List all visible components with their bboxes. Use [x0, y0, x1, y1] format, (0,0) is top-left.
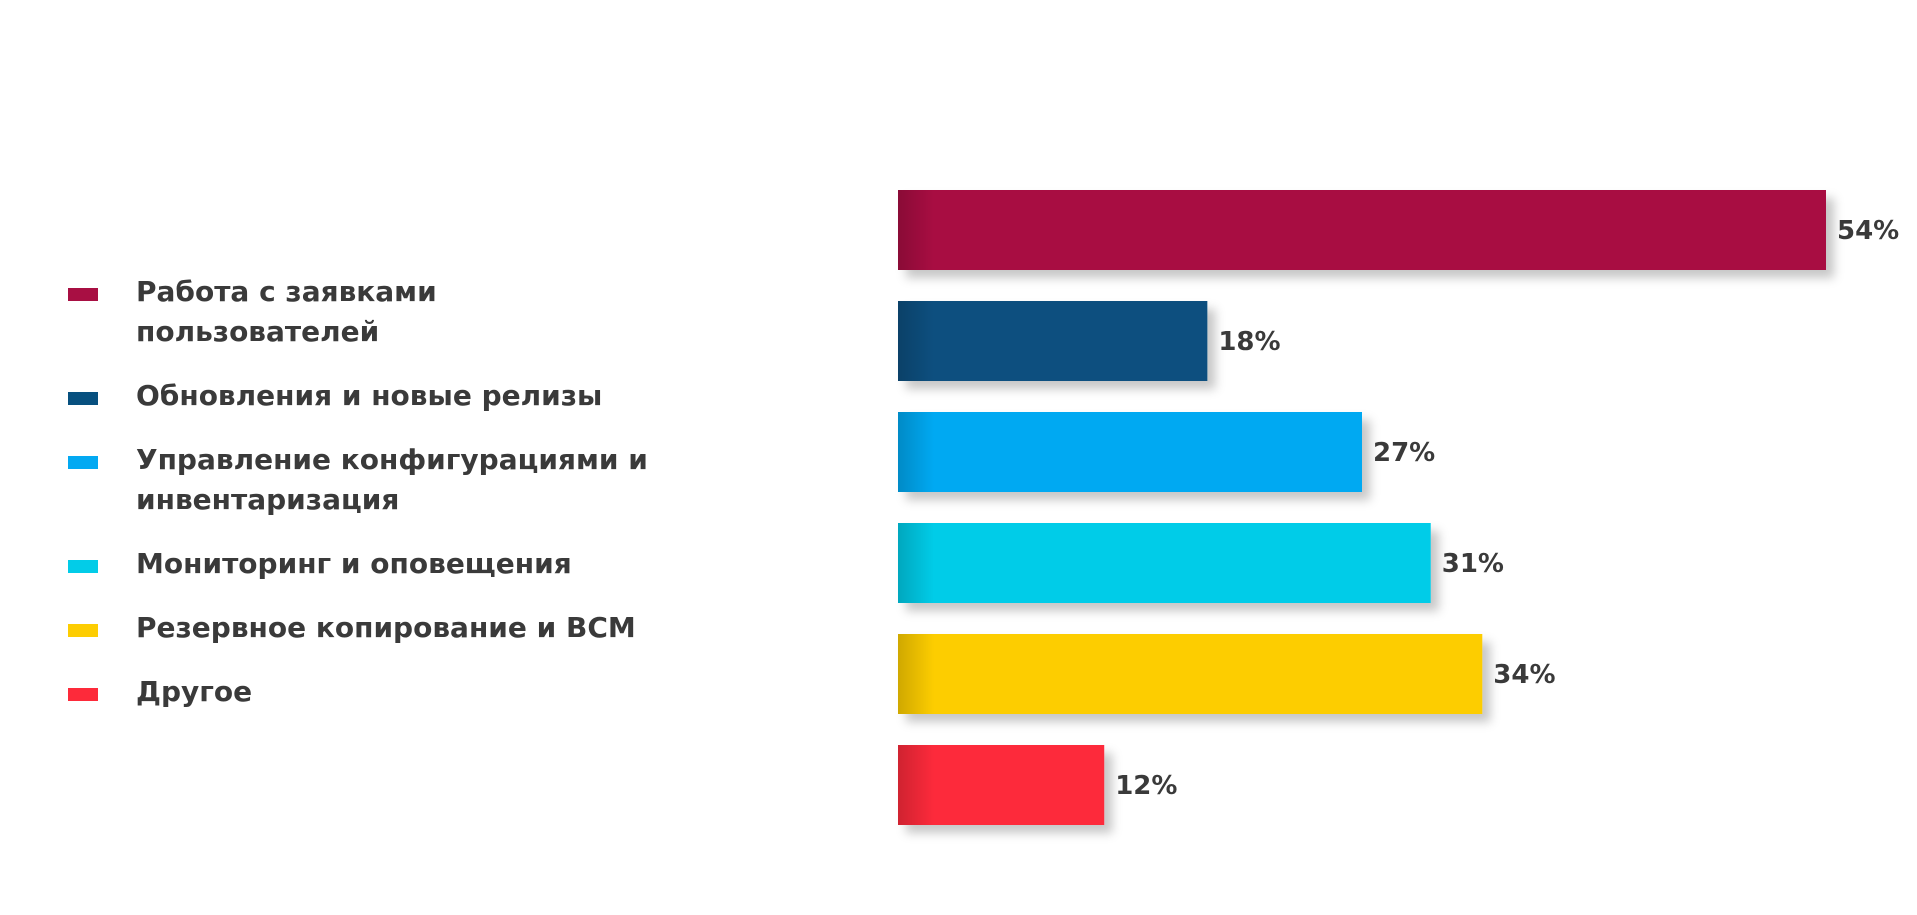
legend-label-config-management: Управление конфигурациями и инвентаризаци…	[136, 440, 648, 520]
legend: Работа с заявками пользователей Обновлен…	[68, 272, 668, 736]
bar-value-label-config-management: 27%	[1373, 438, 1435, 468]
legend-item-config-management: Управление конфигурациями и инвентаризаци…	[68, 440, 668, 520]
legend-item-user-requests: Работа с заявками пользователей	[68, 272, 668, 352]
bar-value-label-updates-releases: 18%	[1218, 327, 1280, 357]
legend-swatch-backup-bcm	[68, 624, 98, 637]
bar-shade-user-requests	[898, 190, 934, 270]
legend-item-backup-bcm: Резервное копирование и BCM	[68, 608, 668, 648]
bar-shade-monitoring	[898, 523, 934, 603]
bar-backup-bcm	[898, 634, 1483, 714]
legend-item-other: Другое	[68, 672, 668, 712]
legend-label-monitoring: Мониторинг и оповещения	[136, 547, 572, 580]
legend-swatch-user-requests	[68, 288, 98, 301]
legend-item-monitoring: Мониторинг и оповещения	[68, 544, 668, 584]
legend-item-updates-releases: Обновления и новые релизы	[68, 376, 668, 416]
bar-shade-backup-bcm	[898, 634, 934, 714]
bar-updates-releases	[898, 301, 1208, 381]
bar-shade-other	[898, 745, 934, 825]
bar-value-label-other: 12%	[1115, 771, 1177, 801]
legend-label-backup-bcm: Резервное копирование и BCM	[136, 611, 636, 644]
bar-value-label-backup-bcm: 34%	[1493, 660, 1555, 690]
bar-shade-config-management	[898, 412, 934, 492]
bars-group: 54% 18% 27% 31% 34% 12%	[898, 190, 1899, 825]
legend-swatch-config-management	[68, 456, 98, 469]
legend-swatch-monitoring	[68, 560, 98, 573]
legend-label-user-requests: Работа с заявками пользователей	[136, 275, 437, 348]
legend-swatch-updates-releases	[68, 392, 98, 405]
bar-shade-updates-releases	[898, 301, 934, 381]
bar-config-management	[898, 412, 1362, 492]
bar-user-requests	[898, 190, 1826, 270]
legend-label-config-management-line2: инвентаризация	[136, 483, 400, 516]
bar-value-label-user-requests: 54%	[1837, 216, 1899, 246]
legend-label-other: Другое	[136, 675, 253, 708]
legend-label-config-management-line1: Управление конфигурациями и	[136, 443, 648, 476]
bar-value-label-monitoring: 31%	[1442, 549, 1504, 579]
bar-monitoring	[898, 523, 1431, 603]
legend-label-updates-releases: Обновления и новые релизы	[136, 379, 603, 412]
legend-swatch-other	[68, 688, 98, 701]
